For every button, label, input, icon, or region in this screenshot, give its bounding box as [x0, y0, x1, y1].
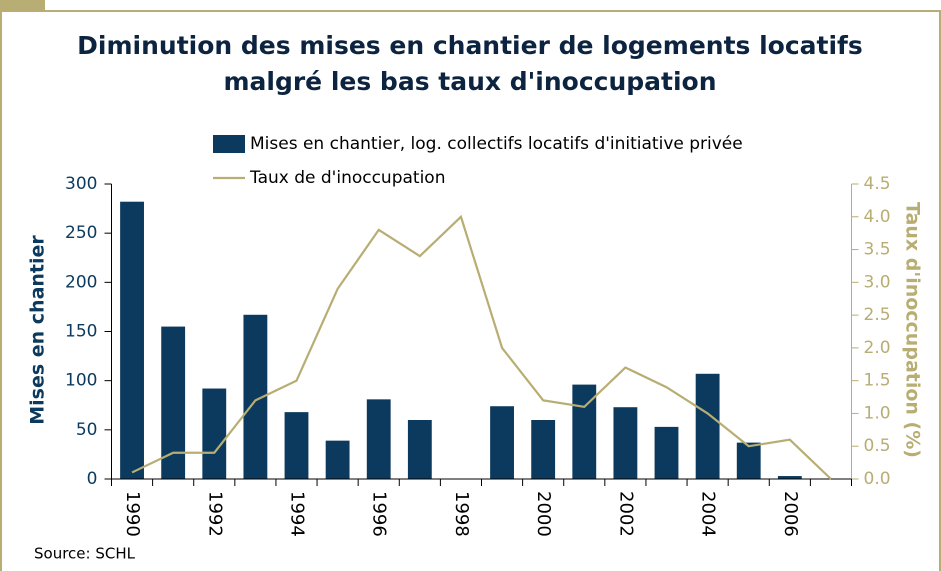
y-tick-label: 200: [65, 272, 97, 292]
y-tick-label: 100: [65, 371, 97, 391]
bar: [243, 314, 268, 479]
bar: [777, 476, 802, 479]
x-tick-label: 2000: [533, 491, 554, 537]
legend-swatch: [213, 135, 245, 153]
y2-axis-title: Taux d'inoccupation (%): [902, 202, 924, 458]
chart-title: malgré les bas taux d'inoccupation: [223, 67, 716, 96]
y-tick-label: 300: [65, 174, 97, 194]
y-tick-label: 250: [65, 223, 97, 243]
y-tick-label: 50: [76, 420, 98, 440]
bar: [366, 399, 391, 479]
x-tick-label: 1990: [122, 491, 143, 537]
x-tick-label: 2002: [615, 491, 636, 537]
legend-label: Mises en chantier, log. collectifs locat…: [250, 134, 743, 154]
x-tick-label: 1998: [451, 491, 472, 537]
bar: [736, 442, 761, 479]
x-tick-label: 1992: [204, 491, 225, 537]
bar: [284, 412, 309, 479]
x-tick-label: 2004: [698, 491, 719, 537]
y2-tick-label: 1.5: [864, 371, 891, 391]
y2-tick-label: 3.5: [864, 240, 891, 260]
bar: [695, 373, 720, 479]
y2-tick-label: 0.0: [864, 469, 891, 489]
bar: [490, 406, 514, 479]
y-tick-label: 0: [87, 469, 98, 489]
y2-tick-label: 0.5: [864, 436, 891, 456]
y-axis-title: Mises en chantier: [27, 235, 49, 425]
bar: [202, 388, 227, 479]
bar: [161, 326, 186, 479]
source: Source: SCHL: [34, 545, 136, 563]
y-tick-label: 150: [65, 322, 97, 342]
line: [131, 214, 832, 480]
bar: [613, 407, 638, 479]
bar: [654, 426, 679, 479]
x-tick-label: 1994: [287, 491, 308, 537]
bar: [531, 420, 556, 479]
y2-tick-label: 2.0: [864, 338, 891, 358]
corner-block: [0, 0, 45, 12]
bar: [572, 384, 597, 479]
y2-tick-label: 2.5: [864, 305, 891, 325]
legend-label: Taux de d'inoccupation: [249, 168, 445, 188]
bar: [120, 201, 144, 479]
bar: [407, 420, 432, 479]
y2-tick-label: 3.0: [864, 272, 891, 292]
y2-tick-label: 4.0: [864, 207, 891, 227]
y2-tick-label: 4.5: [864, 174, 891, 194]
chart-title: Diminution des mises en chantier de loge…: [77, 31, 863, 60]
x-tick-label: 2006: [780, 491, 801, 537]
y2-tick-label: 1.0: [864, 403, 891, 423]
x-tick-label: 1996: [369, 491, 390, 537]
bar: [325, 440, 350, 479]
